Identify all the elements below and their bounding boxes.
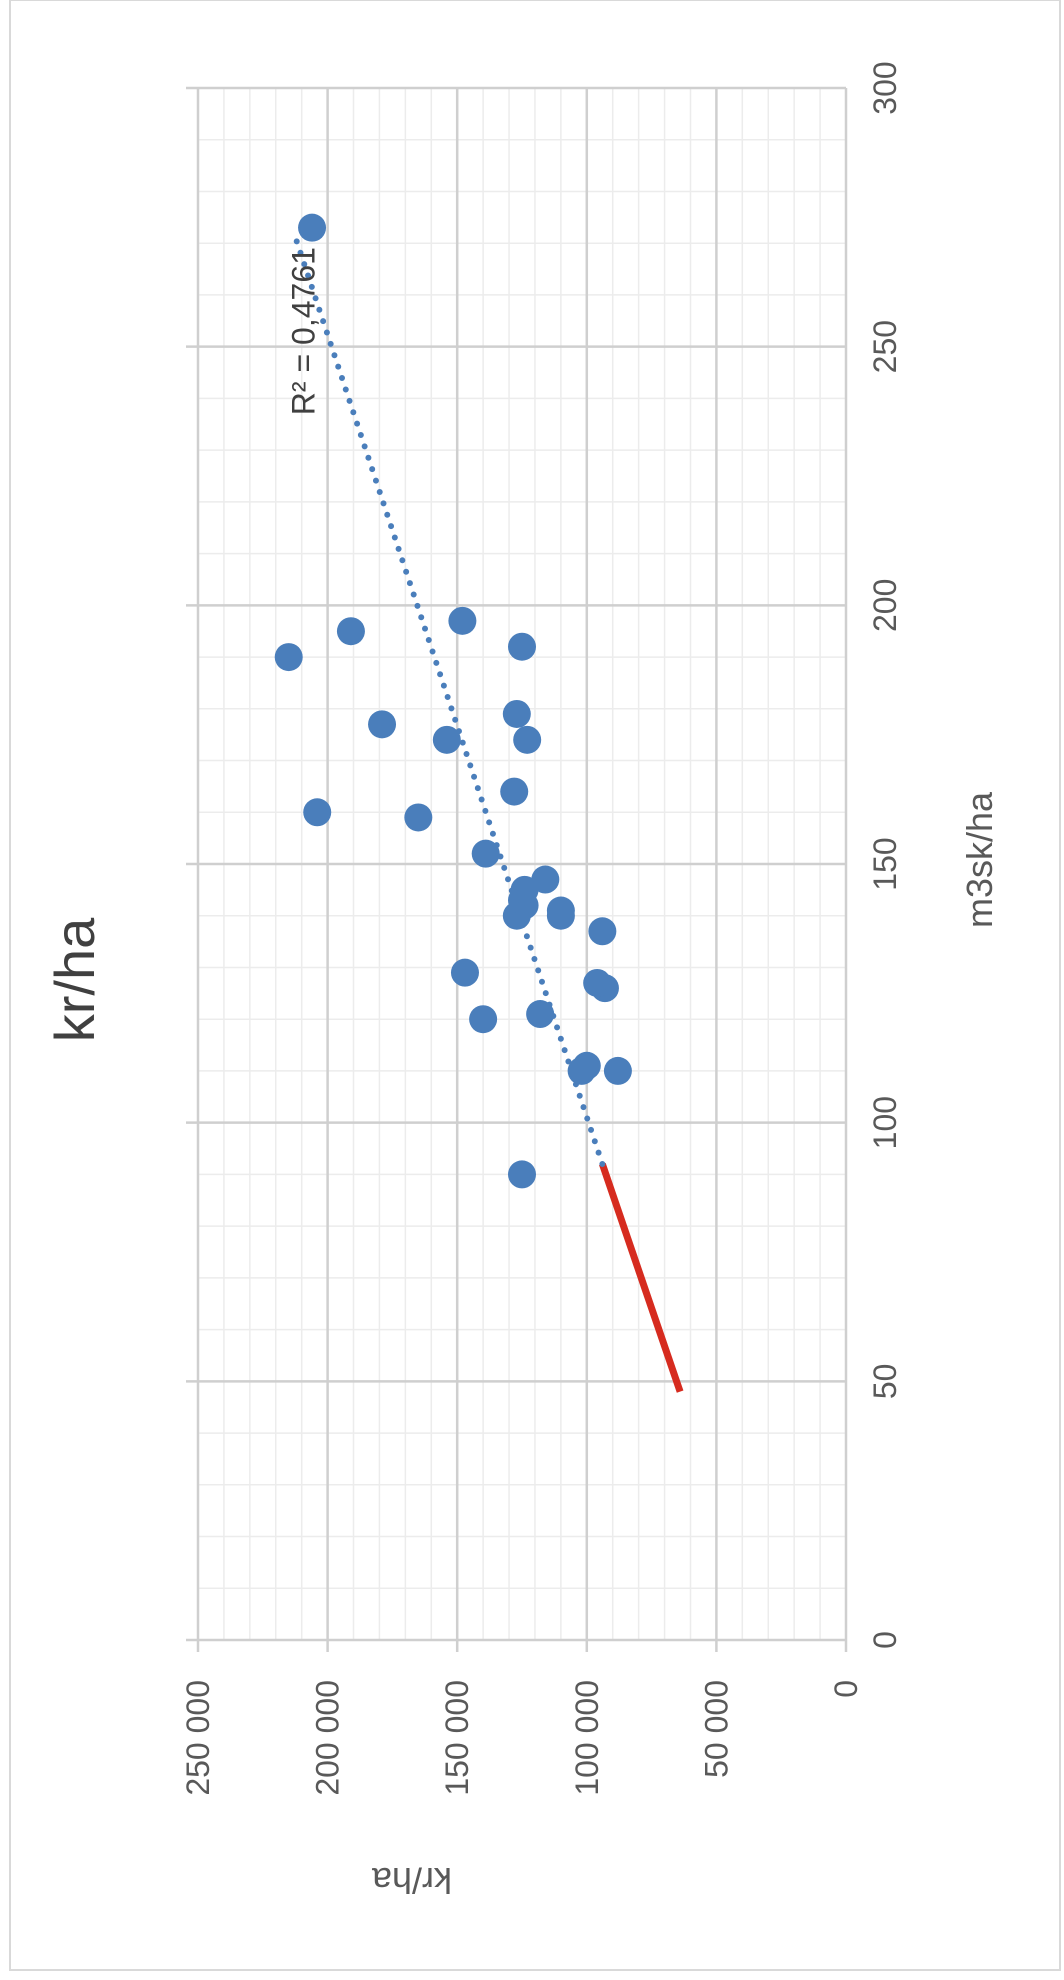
data-point bbox=[303, 798, 332, 827]
data-point bbox=[603, 1056, 632, 1085]
data-point bbox=[298, 213, 327, 242]
tick-labels: 0 50 100 150 200 250 300 0 50 000 100 000 150 000 2… bbox=[180, 61, 903, 1795]
x-tick-label: 0 bbox=[867, 1631, 903, 1649]
x-tick-label: 100 bbox=[867, 1096, 903, 1149]
data-points bbox=[274, 213, 632, 1189]
data-point bbox=[546, 896, 575, 925]
data-point bbox=[508, 632, 536, 661]
data-point bbox=[510, 875, 539, 904]
y-tick-label: 50 000 bbox=[698, 1680, 734, 1778]
trendline-r2-label: R² = 0,4761 bbox=[286, 247, 322, 415]
data-point bbox=[368, 710, 397, 739]
data-point bbox=[404, 803, 433, 832]
data-point bbox=[508, 1160, 536, 1189]
data-point bbox=[432, 725, 461, 754]
data-point bbox=[526, 1000, 555, 1029]
x-tick-label: 200 bbox=[867, 579, 903, 632]
y-tick-label: 200 000 bbox=[310, 1680, 346, 1796]
data-point bbox=[502, 699, 531, 728]
data-point bbox=[531, 865, 560, 894]
y-tick-label: 150 000 bbox=[439, 1680, 475, 1796]
data-point bbox=[588, 917, 617, 946]
x-axis-label: m3sk/ha bbox=[959, 791, 1000, 928]
y-tick-label: 250 000 bbox=[180, 1680, 216, 1796]
data-point bbox=[500, 777, 529, 806]
y-tick-label: 0 bbox=[828, 1680, 864, 1698]
data-point bbox=[274, 643, 303, 672]
data-point bbox=[513, 725, 542, 754]
chart-title: kr/ha bbox=[43, 917, 106, 1042]
x-tick-label: 150 bbox=[867, 837, 903, 890]
trendline bbox=[290, 229, 606, 1168]
y-axis-label: kr/ha bbox=[371, 1860, 452, 1901]
data-point bbox=[450, 958, 479, 987]
x-tick-label: 250 bbox=[867, 320, 903, 373]
data-point bbox=[583, 968, 612, 997]
data-point bbox=[448, 606, 477, 635]
reference-line bbox=[599, 1162, 684, 1393]
x-tick-label: 300 bbox=[867, 61, 903, 114]
data-point bbox=[469, 1005, 498, 1034]
major-grid bbox=[186, 86, 848, 1652]
fit-lines bbox=[290, 229, 684, 1393]
data-point bbox=[572, 1051, 601, 1080]
data-point bbox=[336, 617, 365, 646]
y-tick-label: 100 000 bbox=[569, 1680, 605, 1796]
x-tick-label: 50 bbox=[867, 1364, 903, 1400]
data-point bbox=[471, 839, 500, 868]
